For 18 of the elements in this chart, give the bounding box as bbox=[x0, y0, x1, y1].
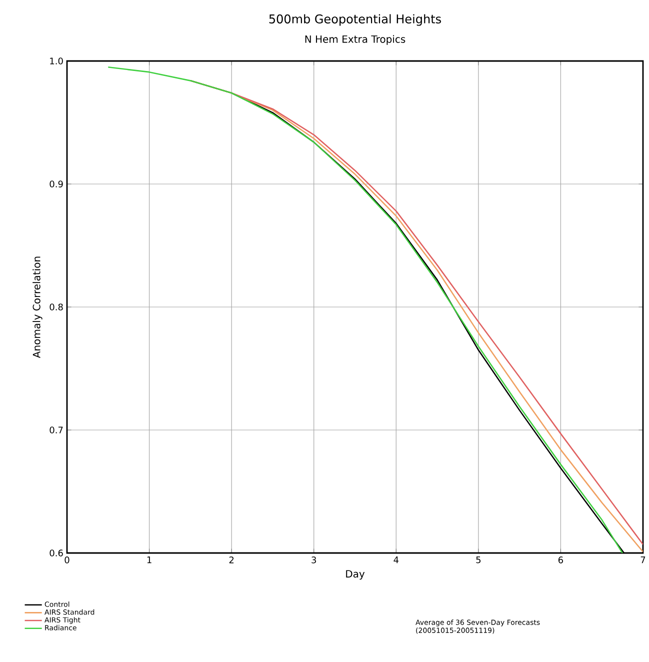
x-tick-label: 3 bbox=[312, 556, 316, 564]
y-tick-label: 0.9 bbox=[50, 180, 63, 188]
x-tick-label: 0 bbox=[64, 556, 70, 564]
x-tick-label: 6 bbox=[558, 556, 563, 564]
x-tick-label: 4 bbox=[394, 556, 398, 564]
x-axis-title: Day bbox=[346, 570, 364, 580]
chart-subtitle: N Hem Extra Tropics bbox=[305, 35, 406, 45]
y-tick-label: 1.0 bbox=[50, 58, 63, 64]
y-tick-label: 0.6 bbox=[50, 550, 63, 556]
x-tick-label: 1 bbox=[147, 556, 152, 564]
x-tick-label: 5 bbox=[476, 556, 480, 564]
x-tick-label: 7 bbox=[640, 556, 645, 564]
x-tick-label: 2 bbox=[229, 556, 234, 564]
y-axis-title: Anomaly Correlation bbox=[32, 256, 42, 358]
line-series bbox=[107, 66, 623, 553]
y-tick-label: 0.8 bbox=[50, 304, 63, 310]
y-tick-label: 0.7 bbox=[50, 426, 63, 434]
chart-title: 500mb Geopotential Heights bbox=[269, 14, 441, 26]
